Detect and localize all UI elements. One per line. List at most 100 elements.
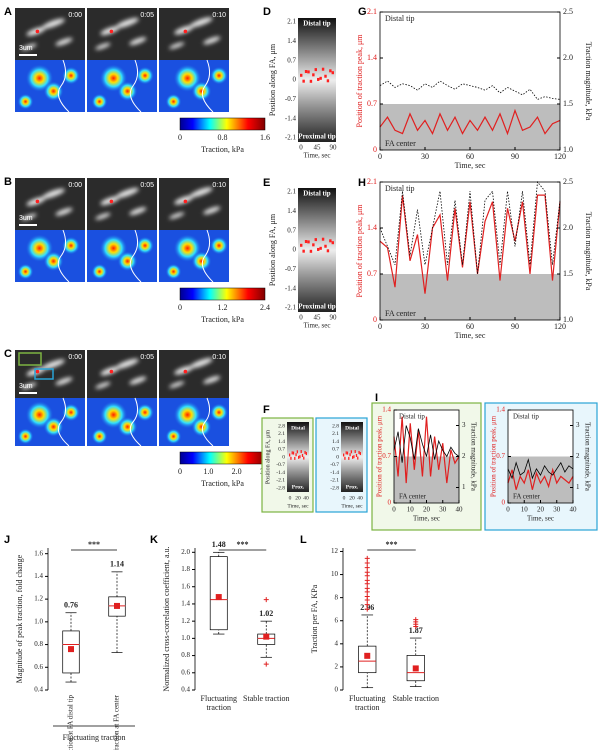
y-tick-label: 0 xyxy=(373,315,377,324)
y-tick-label: -0.7 xyxy=(285,95,297,103)
time-stamp: 0:05 xyxy=(140,354,154,361)
y-tick-label: -1.4 xyxy=(285,114,297,122)
y2-tick-label: 3 xyxy=(576,421,580,429)
kymograph-peak xyxy=(329,69,332,73)
traction-hotspot xyxy=(165,428,182,445)
annotation: FA center xyxy=(385,139,416,148)
colorbar-tick: 0.8 xyxy=(218,133,228,142)
adhesions xyxy=(95,17,147,50)
x-tick-label: 30 xyxy=(439,506,447,514)
outlier xyxy=(263,597,269,603)
kymograph-peak xyxy=(294,456,296,460)
traction-hotspot xyxy=(165,93,182,110)
kymograph-peak xyxy=(307,240,310,244)
kymograph-peak xyxy=(319,246,322,250)
cell-edge xyxy=(201,397,214,447)
y-tick-label: 1.6 xyxy=(181,582,190,590)
scale-label: 3um xyxy=(19,383,33,390)
traction-hotspot xyxy=(43,251,64,272)
x-axis-label: Time, sec xyxy=(287,503,309,509)
x-tick-label: 0 xyxy=(378,152,382,161)
traction-hotspot xyxy=(210,66,228,85)
x-tick-label: 90 xyxy=(330,314,338,322)
traction-hotspot xyxy=(17,93,34,110)
time-stamp: 0:00 xyxy=(68,182,82,189)
mean-label: 1.87 xyxy=(409,626,423,635)
y-tick-label: 0 xyxy=(282,454,285,460)
kymograph-peak xyxy=(301,454,304,458)
time-stamp: 0:00 xyxy=(68,12,82,19)
y-tick-label: -2.1 xyxy=(330,478,339,484)
micrograph xyxy=(159,350,229,398)
time-stamp: 0:05 xyxy=(140,12,154,19)
y-tick-label: 2.8 xyxy=(332,423,339,429)
tracked-point xyxy=(183,199,188,204)
adhesion xyxy=(95,212,111,220)
annotation: Distal tip xyxy=(385,184,415,193)
kymograph-peak xyxy=(296,450,298,454)
y-tick-label: 0.8 xyxy=(181,651,190,659)
y-tick-label: 0.7 xyxy=(367,99,377,108)
x-tick-label: 120 xyxy=(554,152,566,161)
y-tick-label: 1.6 xyxy=(34,549,43,557)
outlier xyxy=(364,560,370,566)
micrograph xyxy=(87,178,157,230)
x-tick-label: 60 xyxy=(466,322,474,331)
y-tick-label: 2.0 xyxy=(181,548,190,556)
colorbar-tick: 0 xyxy=(178,467,182,476)
micrograph xyxy=(15,350,85,398)
kymograph-peak xyxy=(355,454,358,458)
x-tick-label: 20 xyxy=(537,506,545,514)
mean-label: 0.76 xyxy=(64,601,78,610)
series-line xyxy=(379,194,561,294)
y-axis-label: Traction per FA, KPa xyxy=(310,584,319,653)
micrograph xyxy=(87,8,157,60)
cell-edge xyxy=(129,59,142,113)
y2-axis-label: Traction magnitude, kPa xyxy=(583,422,591,492)
traction-hotspot xyxy=(91,428,108,445)
y-tick-label: 0 xyxy=(293,76,297,84)
y-tick-label: -2.8 xyxy=(330,485,339,491)
adhesion xyxy=(169,381,185,388)
series-line xyxy=(379,180,561,275)
adhesions xyxy=(169,358,221,388)
x-tick-label: 0 xyxy=(378,322,382,331)
kymograph-peak xyxy=(295,453,297,457)
y-tick-label: 1.4 xyxy=(287,207,296,215)
time-stamp: 0:05 xyxy=(140,182,154,189)
y-axis-label: Magnitude of peak traction, fold change xyxy=(15,554,24,683)
kymograph-peak xyxy=(359,452,361,456)
kymograph-peak xyxy=(331,241,334,245)
mean-marker xyxy=(114,602,120,609)
kymograph-peak xyxy=(343,453,345,457)
kymograph-peak xyxy=(299,455,301,459)
y2-tick-label: 1.5 xyxy=(563,269,573,278)
tracked-point xyxy=(109,199,114,204)
kymograph-peak xyxy=(314,238,317,242)
outlier xyxy=(364,565,370,571)
outlier xyxy=(364,569,370,575)
panel-label: C xyxy=(4,348,12,360)
colorbar-tick: 1.2 xyxy=(218,303,228,312)
y-tick-label: 0.6 xyxy=(181,668,190,676)
traction-hotspot xyxy=(191,81,212,102)
traction-hotspot xyxy=(91,93,108,110)
x-axis-label: Time, sec xyxy=(304,322,331,330)
y-tick-label: 2 xyxy=(335,663,339,671)
adhesion xyxy=(174,25,194,35)
category-label: Fluctuating traction xyxy=(349,694,386,712)
x-tick-label: 10 xyxy=(407,506,415,514)
y2-axis-label: Traction magnitude, kPa xyxy=(584,42,593,121)
y-axis-label: Position along FA, μm xyxy=(268,213,277,286)
y-tick-label: -1.4 xyxy=(285,284,297,292)
category-label-box: Stable traction xyxy=(243,694,289,703)
adhesions xyxy=(169,17,221,49)
kymograph-peak xyxy=(321,67,325,71)
adhesion xyxy=(174,365,194,375)
x-tick-label: 0 xyxy=(299,314,303,322)
kymograph-top: Distal xyxy=(291,425,305,431)
x-tick-label: 120 xyxy=(554,322,566,331)
roi-green xyxy=(18,352,42,366)
y2-tick-label: 3 xyxy=(462,421,466,429)
cell-edge xyxy=(129,397,142,447)
